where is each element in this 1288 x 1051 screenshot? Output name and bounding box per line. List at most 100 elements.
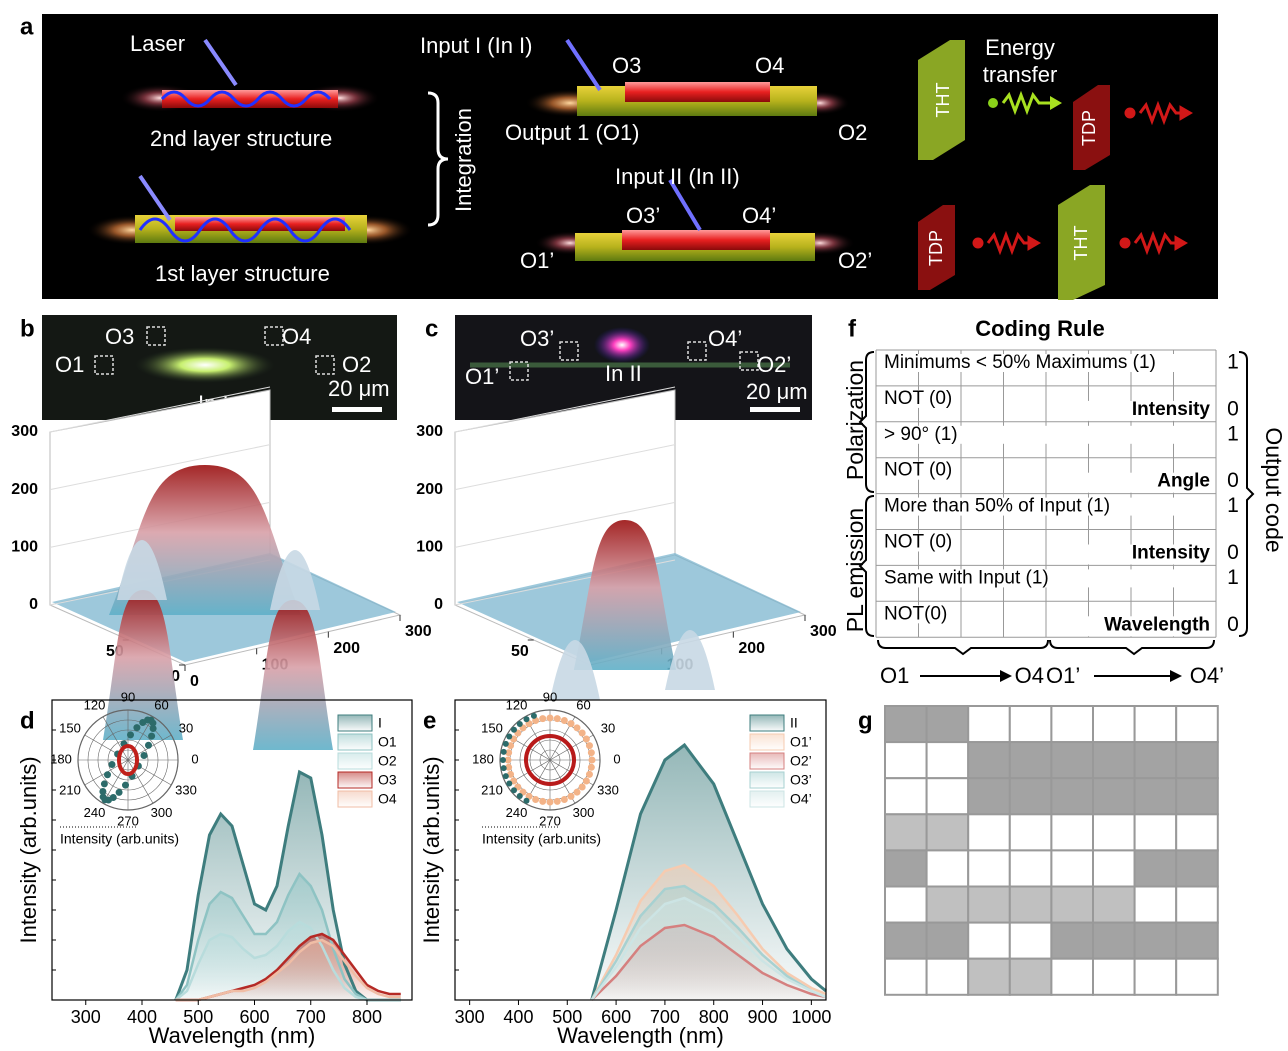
label: O3’ — [520, 326, 554, 351]
polar-angle-label: 120 — [84, 698, 106, 713]
label: O1’ — [520, 248, 554, 273]
z-tick-label: 0 — [29, 596, 38, 613]
grid-cell — [1176, 959, 1218, 995]
polar-angle-label: 60 — [154, 698, 168, 713]
polar-point — [122, 782, 129, 789]
polar-angle-label: 30 — [179, 720, 193, 735]
legend-label: O4 — [378, 791, 397, 807]
rule-tag: Wavelength — [1104, 614, 1210, 635]
rule-tag: Angle — [1157, 471, 1210, 492]
polar-angle-label: 210 — [59, 782, 81, 797]
x-tick-label: 1000 — [791, 1007, 831, 1027]
polar-point — [110, 794, 117, 801]
grid-cell — [968, 887, 1010, 923]
polar-angle-label: 0 — [613, 751, 620, 766]
grid-cell — [1093, 742, 1135, 778]
grid-cell — [1051, 814, 1093, 850]
group-label: PL emission — [842, 508, 868, 632]
group-label: Polarization — [842, 360, 868, 480]
polar-point — [539, 715, 546, 722]
code-value: 1 — [1227, 351, 1239, 374]
grid-cell — [885, 887, 927, 923]
polar-angle-label: 60 — [576, 698, 590, 713]
brace — [1239, 352, 1253, 636]
code-value: 0 — [1227, 613, 1239, 636]
polar-angle-label: 330 — [175, 782, 197, 797]
table-title: Coding Rule — [975, 316, 1105, 341]
polar-point — [127, 731, 134, 738]
label: O4’ — [742, 203, 776, 228]
label: THT — [1071, 226, 1091, 261]
rule-text: NOT(0) — [884, 603, 947, 624]
rule-text: More than 50% of Input (1) — [884, 496, 1110, 517]
grid-cell — [885, 706, 927, 742]
label: O2 — [838, 120, 867, 145]
label: O2 — [342, 352, 371, 377]
x-tick-label: 200 — [738, 640, 765, 657]
polar-point — [579, 783, 586, 790]
polar-point — [586, 771, 593, 778]
grid-cell — [1051, 887, 1093, 923]
grid-cell — [927, 814, 969, 850]
grid-cell — [968, 742, 1010, 778]
x-tick-label: 300 — [71, 1007, 101, 1027]
polar-point — [506, 781, 512, 787]
polar-point — [511, 727, 517, 733]
label: O3’ — [626, 203, 660, 228]
polar-angle-label: 270 — [539, 813, 561, 828]
x-axis-title: Wavelength (nm) — [557, 1023, 724, 1048]
polar-point — [506, 734, 512, 740]
grid-cell — [1010, 742, 1052, 778]
z-tick-label: 100 — [11, 539, 38, 556]
polar-angle-label: 150 — [481, 720, 503, 735]
y-axis-title: Intensity (arb.units) — [419, 756, 444, 943]
polar-point — [583, 778, 590, 785]
polar-point — [547, 799, 554, 806]
legend-label: O3 — [378, 772, 397, 788]
code-value: 0 — [1227, 541, 1239, 564]
legend-swatch — [338, 791, 372, 807]
legend-label: II — [790, 715, 798, 731]
polar-point — [588, 749, 595, 756]
rule-tag: Intensity — [1132, 543, 1211, 564]
group-label: Output code — [1261, 427, 1287, 552]
polar-point — [140, 752, 147, 759]
code-value: 1 — [1227, 422, 1239, 445]
brace — [878, 640, 1048, 654]
label: Energy — [985, 35, 1055, 60]
polar-point — [579, 730, 586, 737]
label: O1’ — [465, 364, 499, 389]
grid-cell — [1176, 742, 1218, 778]
legend-swatch — [750, 791, 784, 807]
polar-angle-label: 300 — [151, 805, 173, 820]
grid-cell — [1093, 706, 1135, 742]
polar-point — [547, 715, 554, 722]
arrow-head — [1000, 670, 1012, 682]
grid-cell — [1010, 923, 1052, 959]
x-tick-label: 900 — [748, 1007, 778, 1027]
label: 1st layer structure — [155, 261, 330, 286]
panel-label: b — [20, 315, 35, 342]
polar-angle-label: 240 — [84, 805, 106, 820]
polar-point — [586, 742, 593, 749]
grid-cell — [1010, 959, 1052, 995]
brace — [1050, 640, 1214, 654]
grid-cell — [885, 814, 927, 850]
grid-cell — [1010, 850, 1052, 886]
grid-cell — [927, 850, 969, 886]
arrow-head — [1170, 670, 1182, 682]
grid-cell — [968, 959, 1010, 995]
label: O3 — [612, 53, 641, 78]
polar-point — [573, 789, 580, 796]
grid-cell — [1176, 923, 1218, 959]
grid-cell — [968, 923, 1010, 959]
polar-angle-label: 180 — [472, 751, 494, 766]
grid-cell — [885, 742, 927, 778]
axis-label: O1’ — [1046, 663, 1080, 688]
polar-angle-label: 150 — [59, 720, 81, 735]
legend-swatch — [338, 734, 372, 750]
axis-label: O1 — [880, 663, 909, 688]
label: TDP — [1079, 110, 1099, 146]
polar-angle-label: 0 — [191, 751, 198, 766]
legend-label: O2 — [378, 753, 397, 769]
